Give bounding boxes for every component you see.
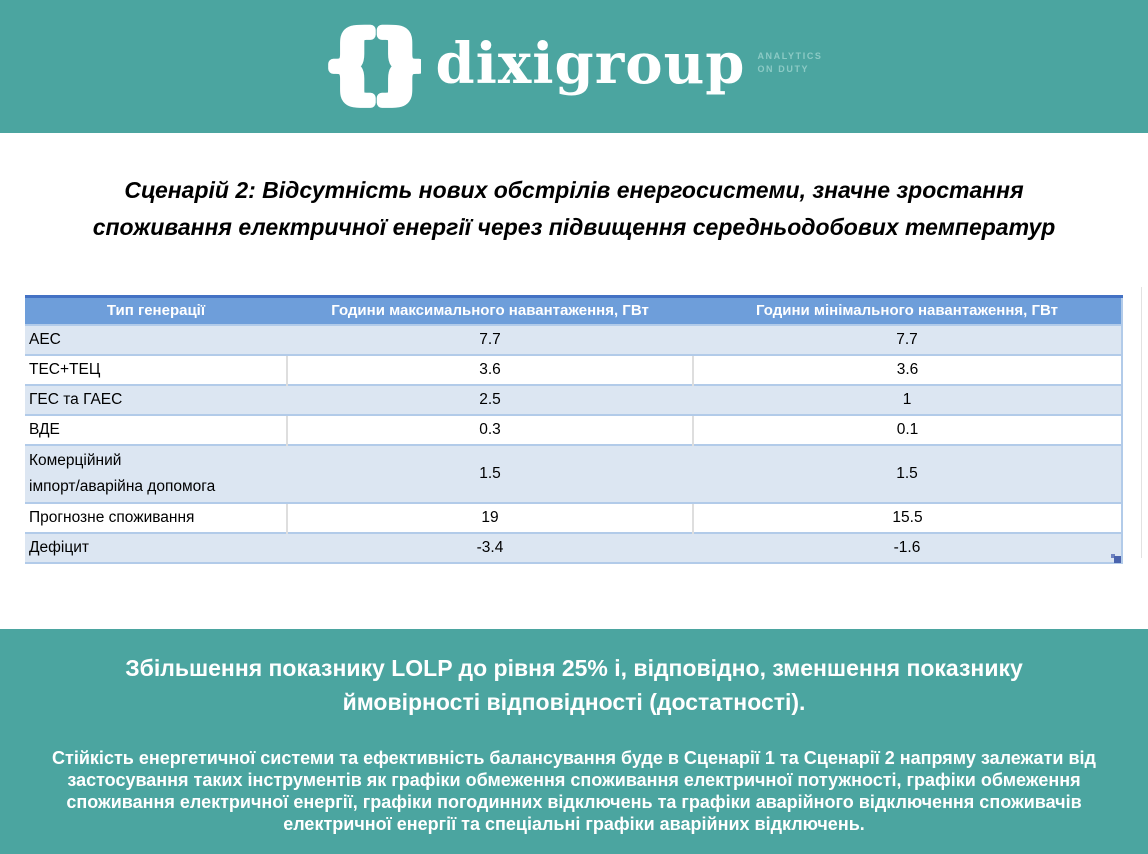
logo-tagline-line2: ON DUTY (757, 63, 810, 74)
col-header-generation-type: Тип генерації (25, 295, 287, 325)
row-label: ВДЕ (25, 413, 287, 445)
max-load-value: 0.3 (286, 413, 693, 445)
row-label: Дефіцит (25, 531, 287, 563)
logo-wordmark: dixigroup (435, 30, 746, 97)
table-row: ГЕС та ГАЕС 2.5 1 (25, 383, 1122, 415)
min-load-value: -1.6 (693, 531, 1122, 563)
table-row: ВДЕ 0.3 0.1 (25, 413, 1122, 445)
logo-tagline: ANALYTICS ON DUTY (757, 50, 822, 74)
table-row: АЕС 7.7 7.7 (25, 323, 1122, 355)
generation-table: Тип генерації Години максимального наван… (25, 295, 1123, 564)
row-label: ТЕС+ТЕЦ (25, 353, 287, 385)
table-header-row: Тип генерації Години максимального наван… (25, 295, 1122, 325)
max-load-value: 2.5 (287, 383, 693, 415)
col-header-max-load: Години максимального навантаження, ГВт (287, 295, 693, 325)
page-edge-line (1141, 287, 1142, 558)
table-row: Прогнозне споживання 19 15.5 (25, 501, 1122, 533)
table-row: Комерційний імпорт/аварійна допомога 1.5… (25, 443, 1122, 503)
svg-text:}: } (375, 17, 421, 109)
header-band: { } dixigroup ANALYTICS ON DUTY (0, 0, 1148, 133)
min-load-value: 1 (693, 383, 1122, 415)
logo-tagline-line1: ANALYTICS (757, 51, 823, 62)
row-label: АЕС (25, 323, 287, 355)
max-load-value: 7.7 (287, 323, 693, 355)
slide-title: Сценарій 2: Відсутність нових обстрілів … (92, 177, 1056, 240)
generation-table-wrap: Тип генерації Години максимального наван… (25, 295, 1123, 564)
col-header-min-load: Години мінімального навантаження, ГВт (693, 295, 1122, 325)
table-row: Дефіцит -3.4 -1.6 (25, 531, 1122, 563)
max-load-value: 19 (286, 501, 693, 533)
table-resize-handle[interactable] (1110, 552, 1121, 563)
max-load-value: 3.6 (286, 353, 693, 385)
svg-text:{: { (327, 17, 378, 109)
row-label: Комерційний імпорт/аварійна допомога (25, 443, 287, 503)
dixigroup-logo: { } dixigroup ANALYTICS ON DUTY (325, 17, 822, 117)
resize-handle-square-big (1114, 555, 1121, 563)
min-load-value: 1.5 (693, 443, 1122, 503)
min-load-value: 7.7 (693, 323, 1122, 355)
row-label: ГЕС та ГАЕС (25, 383, 287, 415)
table-row: ТЕС+ТЕЦ 3.6 3.6 (25, 353, 1122, 385)
row-label: Прогнозне споживання (25, 501, 287, 533)
footer-body: Стійкість енергетичної системи та ефекти… (52, 748, 1096, 834)
footer-heading: Збільшення показнику LOLP до рівня 25% і… (125, 655, 1023, 715)
max-load-value: 1.5 (287, 443, 693, 503)
max-load-value: -3.4 (287, 531, 693, 563)
min-load-value: 0.1 (692, 413, 1122, 445)
footer-band: Збільшення показнику LOLP до рівня 25% і… (0, 629, 1148, 854)
resize-handle-square-small (1111, 553, 1115, 558)
brain-icon: { } (325, 17, 421, 114)
min-load-value: 3.6 (692, 353, 1122, 385)
min-load-value: 15.5 (692, 501, 1122, 533)
